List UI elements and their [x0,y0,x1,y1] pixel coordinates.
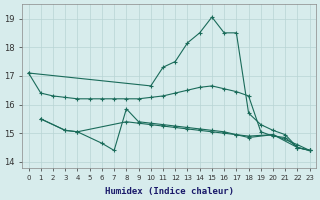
X-axis label: Humidex (Indice chaleur): Humidex (Indice chaleur) [105,187,234,196]
